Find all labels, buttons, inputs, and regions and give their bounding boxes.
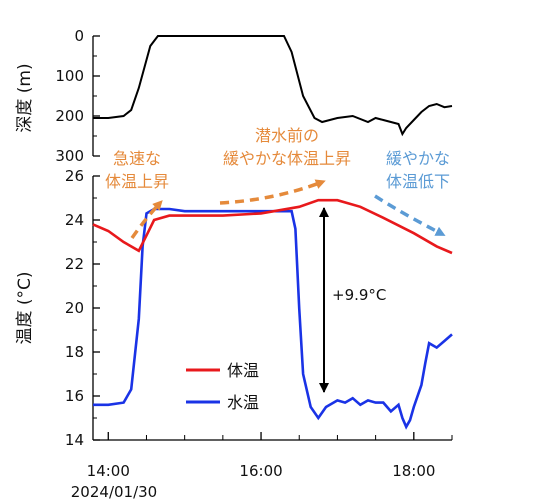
water-temp-series-line: [93, 207, 453, 430]
temp-tick-label: 24: [65, 211, 84, 229]
legend-body-label: 体温: [227, 361, 259, 380]
depth-tick-label: 200: [55, 107, 84, 125]
annotation-pre-dive-line2: 緩やかな体温上昇: [223, 149, 351, 168]
temp-tick-label: 22: [65, 255, 84, 273]
gradual-decline-arrow: [374, 194, 446, 236]
annotation-rapid-rise-line1: 急速な: [113, 149, 161, 168]
depth-tick-label: 100: [55, 67, 84, 85]
legend-water-label: 水温: [227, 393, 259, 412]
temperature-panel: 14 16 18 20 22 24 26 14:00 16:00 18:00 温度 (°C) 2…: [15, 126, 453, 501]
depth-y-axis-title: 深度 (m): [15, 63, 35, 132]
depth-series-line: [93, 35, 453, 137]
temp-tick-label: 20: [65, 299, 84, 317]
rapid-rise-arrow: [130, 200, 163, 240]
annotation-pre-dive-line1: 潜水前の: [255, 126, 319, 145]
temp-tick-label: 14: [65, 431, 84, 449]
body-temp-series-line: [92, 198, 453, 255]
depth-tick-label: 0: [74, 27, 84, 45]
temp-tick-label: 26: [65, 167, 84, 185]
annotation-decline-line1: 緩やかな: [386, 149, 450, 168]
temp-x-ticks: 14:00 16:00 18:00: [87, 432, 453, 480]
x-tick-label: 16:00: [239, 462, 282, 480]
depth-panel: 0 100 200 300 深度 (m): [15, 27, 453, 165]
annotation-rapid-rise-line2: 体温上昇: [105, 172, 169, 191]
pre-dive-rise-arrow: [219, 179, 326, 205]
x-tick-label: 14:00: [87, 462, 130, 480]
temp-tick-label: 16: [65, 387, 84, 405]
temp-y-axis-title: 温度 (°C): [15, 271, 35, 344]
depth-y-ticks: 0 100 200 300: [55, 27, 100, 165]
annotation-decline-line2: 体温低下: [386, 172, 450, 191]
temp-tick-label: 18: [65, 343, 84, 361]
temp-y-ticks: 14 16 18 20 22 24 26: [65, 167, 100, 449]
legend: 体温 水温: [186, 361, 259, 412]
x-tick-label: 18:00: [392, 462, 435, 480]
annotation-difference: +9.9°C: [332, 286, 386, 304]
depth-tick-label: 300: [55, 147, 84, 165]
date-label: 2024/01/30: [71, 483, 157, 501]
